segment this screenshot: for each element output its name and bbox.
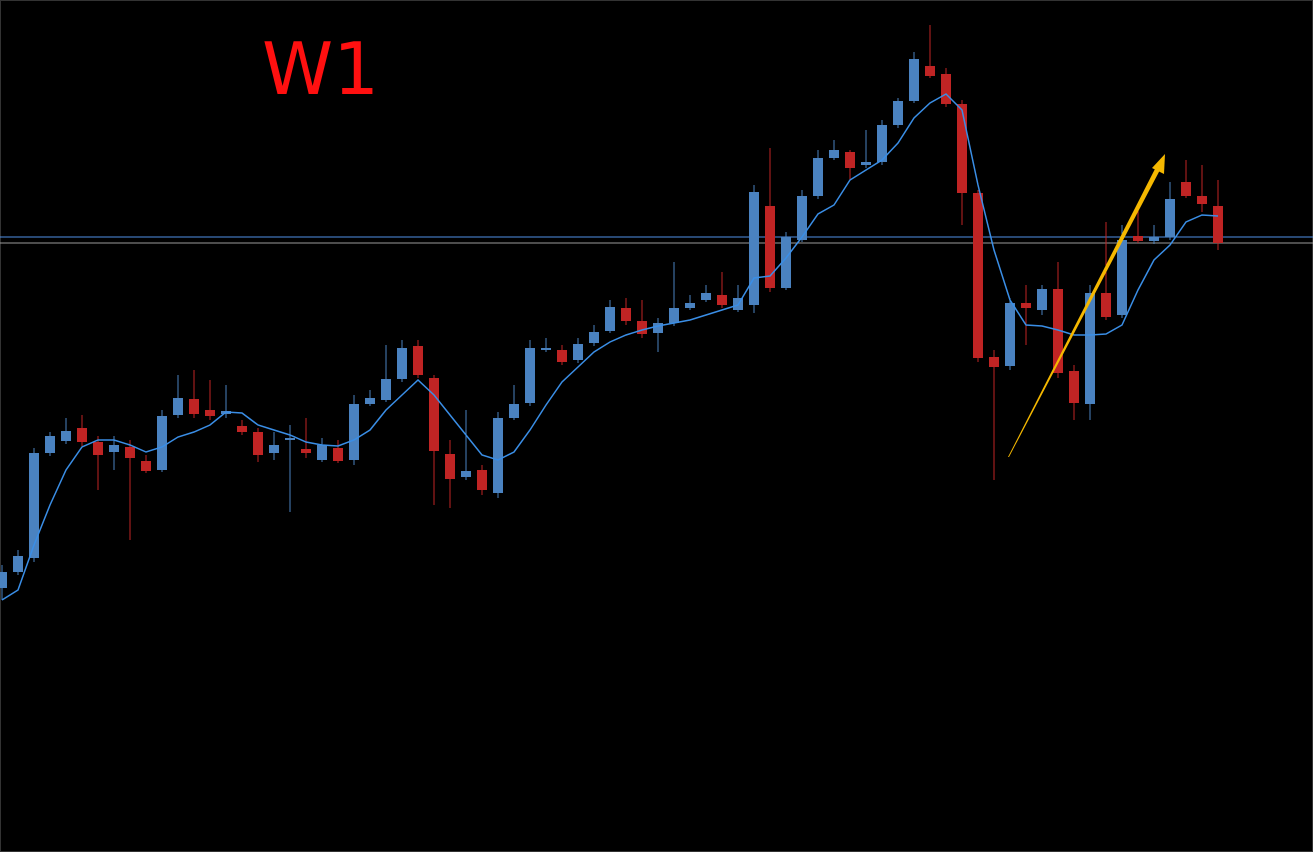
candle-body — [1213, 206, 1223, 243]
candle-body — [429, 378, 439, 451]
chart-title: W1 — [262, 27, 379, 111]
candle-body — [1021, 303, 1031, 308]
candle-body — [1117, 240, 1127, 315]
candle-body — [877, 125, 887, 162]
candle-body — [909, 59, 919, 101]
candle-body — [525, 348, 535, 403]
candle-body — [541, 348, 551, 350]
candle-body — [829, 150, 839, 158]
candle-body — [701, 293, 711, 300]
candle-body — [1005, 303, 1015, 366]
candle-body — [765, 206, 775, 288]
moving-average — [1, 93, 1219, 601]
arrow-shaft — [1008, 165, 1161, 457]
candle-body — [301, 449, 311, 453]
candle-body — [717, 295, 727, 305]
candle-body — [445, 454, 455, 479]
candle-body — [781, 237, 791, 288]
candle-body — [285, 438, 295, 440]
arrow-head — [1152, 154, 1165, 174]
candle-body — [237, 426, 247, 432]
candle-body — [397, 348, 407, 379]
candle-body — [381, 379, 391, 400]
candle-body — [973, 193, 983, 358]
candle-body — [109, 445, 119, 452]
candle-body — [1101, 293, 1111, 317]
candle-body — [957, 104, 967, 193]
candle-body — [1165, 199, 1175, 237]
candle-body — [253, 432, 263, 455]
candle-body — [413, 346, 423, 375]
candle-body — [45, 436, 55, 453]
candle-body — [61, 431, 71, 441]
candle-body — [605, 307, 615, 331]
candle-body — [893, 101, 903, 125]
candle-body — [333, 448, 343, 461]
candle-body — [797, 196, 807, 240]
candle-body — [989, 357, 999, 367]
candle-body — [205, 410, 215, 416]
candle-body — [317, 445, 327, 460]
marks — [0, 25, 1313, 601]
candle-body — [269, 445, 279, 453]
candle-body — [477, 470, 487, 490]
candle-body — [189, 399, 199, 414]
trend-arrow — [1008, 154, 1165, 457]
candle-body — [349, 404, 359, 460]
candle-body — [557, 350, 567, 362]
candle-body — [589, 332, 599, 343]
candle-body — [653, 323, 663, 333]
candle-body — [173, 398, 183, 415]
candle-body — [365, 398, 375, 404]
candle-body — [941, 74, 951, 104]
candle-body — [29, 453, 39, 558]
candle-body — [637, 321, 647, 334]
candle-body — [1037, 289, 1047, 310]
candle-body — [1085, 293, 1095, 404]
candle-body — [925, 66, 935, 76]
candle-body — [1133, 236, 1143, 241]
candle-body — [125, 447, 135, 458]
candle-body — [141, 461, 151, 471]
candle-body — [77, 428, 87, 442]
candle-body — [573, 344, 583, 360]
candle-body — [509, 404, 519, 418]
candle-body — [685, 303, 695, 308]
candle-body — [1069, 371, 1079, 403]
candle-body — [1181, 182, 1191, 196]
candle-body — [0, 572, 7, 588]
candle-body — [93, 442, 103, 455]
candle-body — [749, 192, 759, 305]
candle-body — [813, 158, 823, 196]
candle-body — [861, 162, 871, 165]
candle-body — [1053, 289, 1063, 373]
candle-body — [461, 471, 471, 477]
candle-body — [845, 152, 855, 168]
candle-body — [669, 308, 679, 323]
candle-body — [621, 308, 631, 321]
candle-body — [1197, 196, 1207, 204]
candle-body — [157, 416, 167, 470]
candle-body — [493, 418, 503, 493]
candle-body — [13, 556, 23, 572]
candle-body — [1149, 237, 1159, 241]
